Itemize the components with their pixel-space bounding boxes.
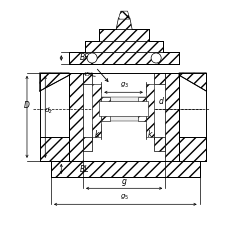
Polygon shape xyxy=(118,12,129,20)
Text: $g_3$: $g_3$ xyxy=(119,80,128,90)
Polygon shape xyxy=(116,19,132,30)
Polygon shape xyxy=(137,97,145,121)
Bar xyxy=(101,97,145,121)
Polygon shape xyxy=(92,85,101,137)
Circle shape xyxy=(100,104,113,116)
Polygon shape xyxy=(69,53,178,64)
Polygon shape xyxy=(153,137,165,151)
Text: $g_5$: $g_5$ xyxy=(119,192,128,201)
Polygon shape xyxy=(83,74,92,85)
Polygon shape xyxy=(165,74,178,161)
Circle shape xyxy=(87,54,97,64)
Polygon shape xyxy=(178,137,206,161)
Text: $d_z$: $d_z$ xyxy=(44,105,53,115)
Text: k: k xyxy=(94,129,98,138)
Circle shape xyxy=(133,104,146,116)
Text: BF: BF xyxy=(79,53,89,62)
Polygon shape xyxy=(83,137,92,151)
Polygon shape xyxy=(153,74,165,85)
Text: k: k xyxy=(147,129,151,138)
Polygon shape xyxy=(85,42,162,53)
Circle shape xyxy=(150,54,161,64)
Polygon shape xyxy=(101,97,110,121)
Text: D: D xyxy=(24,101,30,110)
Polygon shape xyxy=(145,85,153,137)
Polygon shape xyxy=(39,74,69,92)
Bar xyxy=(98,102,147,117)
Text: g: g xyxy=(121,176,126,185)
Polygon shape xyxy=(69,74,83,161)
Text: 45°: 45° xyxy=(83,72,94,77)
Text: BL: BL xyxy=(79,165,88,174)
Text: d: d xyxy=(158,96,162,105)
Polygon shape xyxy=(98,30,149,42)
Polygon shape xyxy=(178,74,206,92)
Polygon shape xyxy=(51,161,199,177)
Polygon shape xyxy=(39,137,69,161)
